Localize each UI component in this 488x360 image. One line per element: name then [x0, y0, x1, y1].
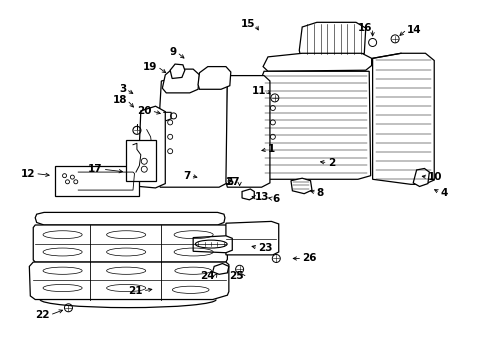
Bar — [126, 140, 156, 181]
Text: 4: 4 — [439, 188, 447, 198]
Text: 1: 1 — [267, 144, 275, 154]
Polygon shape — [290, 178, 311, 194]
Polygon shape — [138, 106, 165, 188]
Polygon shape — [162, 69, 199, 93]
Polygon shape — [225, 76, 269, 187]
Text: 19: 19 — [143, 62, 157, 72]
Polygon shape — [198, 67, 230, 89]
Text: 14: 14 — [406, 24, 421, 35]
Polygon shape — [261, 71, 370, 179]
Text: 26: 26 — [302, 253, 316, 264]
Text: 3: 3 — [119, 84, 126, 94]
Polygon shape — [263, 53, 371, 71]
Text: 10: 10 — [427, 172, 442, 182]
Polygon shape — [193, 236, 232, 253]
Polygon shape — [372, 53, 433, 184]
Text: 13: 13 — [255, 192, 269, 202]
Polygon shape — [242, 189, 254, 200]
Polygon shape — [225, 221, 278, 255]
Text: 9: 9 — [169, 47, 177, 57]
Polygon shape — [299, 22, 365, 57]
Text: 27: 27 — [224, 177, 239, 187]
Text: 23: 23 — [258, 243, 272, 253]
Polygon shape — [55, 166, 139, 196]
Text: 24: 24 — [200, 271, 215, 282]
Text: 17: 17 — [88, 164, 102, 174]
Text: 18: 18 — [112, 95, 127, 105]
Text: 11: 11 — [251, 86, 266, 96]
Polygon shape — [412, 168, 428, 186]
Polygon shape — [35, 212, 224, 225]
Text: 12: 12 — [20, 168, 35, 179]
Polygon shape — [29, 262, 228, 300]
Text: 21: 21 — [128, 286, 142, 296]
Text: 20: 20 — [137, 106, 151, 116]
Text: 25: 25 — [228, 271, 243, 282]
Text: 16: 16 — [357, 23, 372, 33]
Polygon shape — [212, 264, 228, 274]
Text: 6: 6 — [272, 194, 280, 204]
Text: 22: 22 — [35, 310, 50, 320]
Text: 5: 5 — [225, 177, 233, 187]
Text: 2: 2 — [327, 158, 334, 168]
Polygon shape — [170, 64, 184, 78]
Text: 8: 8 — [316, 188, 324, 198]
Text: 7: 7 — [183, 171, 190, 181]
Polygon shape — [155, 76, 227, 187]
Text: 15: 15 — [240, 19, 255, 30]
Polygon shape — [33, 225, 227, 262]
